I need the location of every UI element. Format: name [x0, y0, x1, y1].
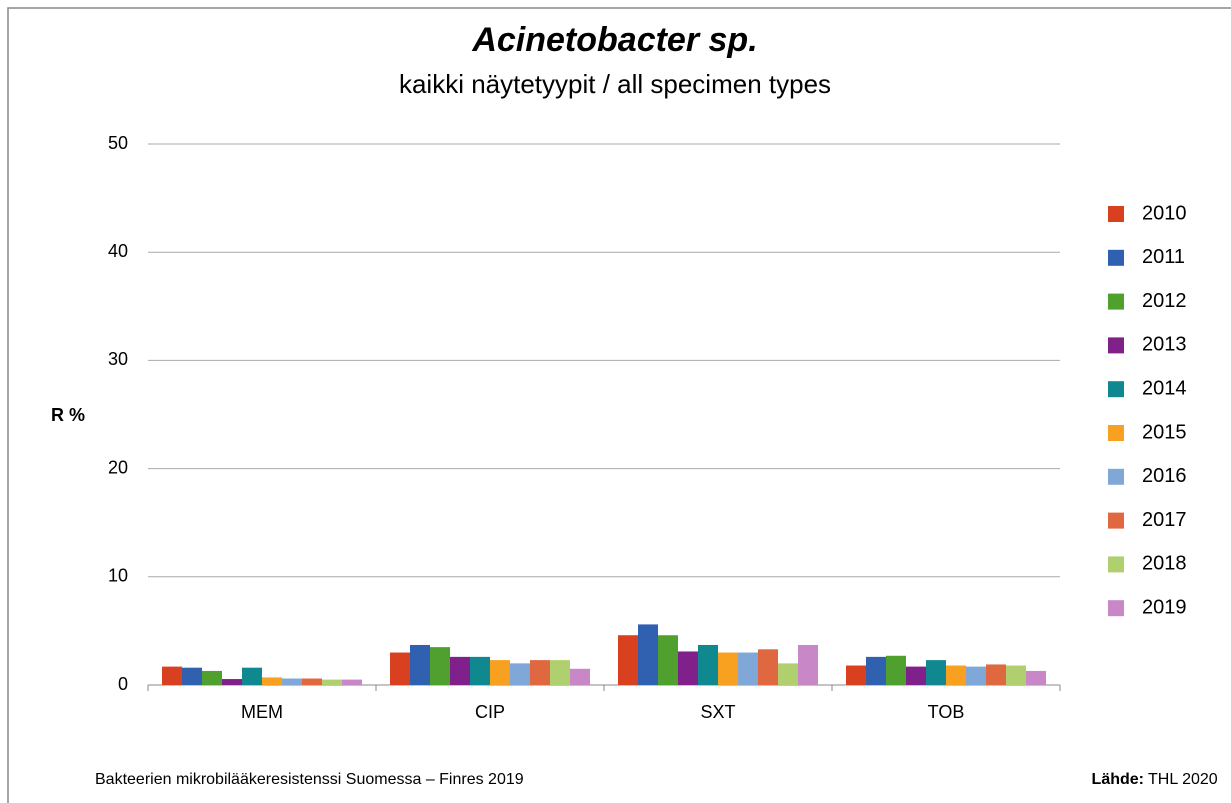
footer: Bakteerien mikrobilääkeresistenssi Suome… [95, 771, 524, 788]
legend-swatch [1108, 381, 1124, 398]
bar [966, 666, 986, 685]
y-tick-label: 20 [108, 457, 128, 477]
legend-label: 2017 [1142, 509, 1187, 531]
bar [510, 663, 530, 685]
x-tick-label: MEM [241, 702, 283, 722]
bar [470, 656, 490, 685]
bar [946, 665, 966, 685]
bar [798, 644, 818, 685]
legend-swatch [1108, 206, 1124, 222]
legend-swatch [1108, 293, 1124, 310]
bar [778, 663, 798, 685]
bar [302, 678, 322, 685]
legend-swatch [1108, 249, 1124, 266]
chart-title: Acinetobacter sp. [471, 21, 757, 59]
legend-swatch [1108, 512, 1124, 529]
x-tick-label: SXT [700, 702, 735, 722]
legend-label: 2019 [1142, 596, 1187, 618]
bar [658, 635, 678, 685]
legend-swatch [1108, 337, 1124, 354]
bar [570, 668, 590, 685]
bar [410, 644, 430, 685]
legend-swatch [1108, 425, 1124, 441]
bar [758, 649, 778, 685]
legend-swatch [1108, 556, 1124, 573]
x-tick-label: CIP [475, 702, 505, 722]
legend-label: 2016 [1142, 465, 1187, 487]
bar [450, 656, 470, 685]
bar [162, 666, 182, 685]
bar [182, 667, 202, 685]
y-tick-label: 40 [108, 241, 128, 261]
bar [678, 651, 698, 685]
frame [7, 7, 1231, 803]
bar [638, 624, 658, 685]
bar [698, 644, 718, 685]
bar [282, 678, 302, 685]
bar [430, 647, 450, 685]
source-label: Lähde: [1092, 771, 1144, 788]
y-tick-label: 10 [108, 566, 128, 586]
x-tick-label: TOB [928, 702, 965, 722]
y-axis-label: R % [51, 405, 85, 425]
y-tick-label: 0 [118, 674, 128, 694]
legend-label: 2012 [1142, 290, 1187, 312]
bar [1026, 670, 1046, 685]
legend-label: 2010 [1142, 202, 1187, 224]
bar [390, 652, 410, 685]
chart-subtitle: kaikki näytetyypit / all specimen types [399, 69, 831, 99]
bar [262, 677, 282, 685]
bar [906, 666, 926, 685]
bar [490, 660, 510, 685]
legend-swatch [1108, 468, 1124, 485]
bar [222, 679, 242, 685]
bar [322, 679, 342, 685]
bar [886, 655, 906, 685]
bar [926, 660, 946, 685]
y-tick-label: 30 [108, 349, 128, 369]
bar [618, 635, 638, 685]
bar [718, 652, 738, 685]
bar [1006, 665, 1026, 685]
legend-label: 2011 [1142, 246, 1185, 268]
bar [530, 660, 550, 685]
bar [866, 656, 886, 685]
bar [242, 667, 262, 685]
bar [738, 652, 758, 685]
legend-label: 2018 [1142, 553, 1187, 575]
bar [846, 665, 866, 685]
legend-label: 2015 [1142, 421, 1187, 443]
bar [986, 664, 1006, 685]
bar [550, 660, 570, 685]
bar [202, 670, 222, 685]
y-tick-label: 50 [108, 133, 128, 153]
legend-label: 2013 [1142, 334, 1187, 356]
legend-swatch [1108, 600, 1124, 617]
bar [342, 679, 362, 685]
source: THL 2020 [1148, 771, 1218, 788]
legend-label: 2014 [1142, 377, 1187, 399]
